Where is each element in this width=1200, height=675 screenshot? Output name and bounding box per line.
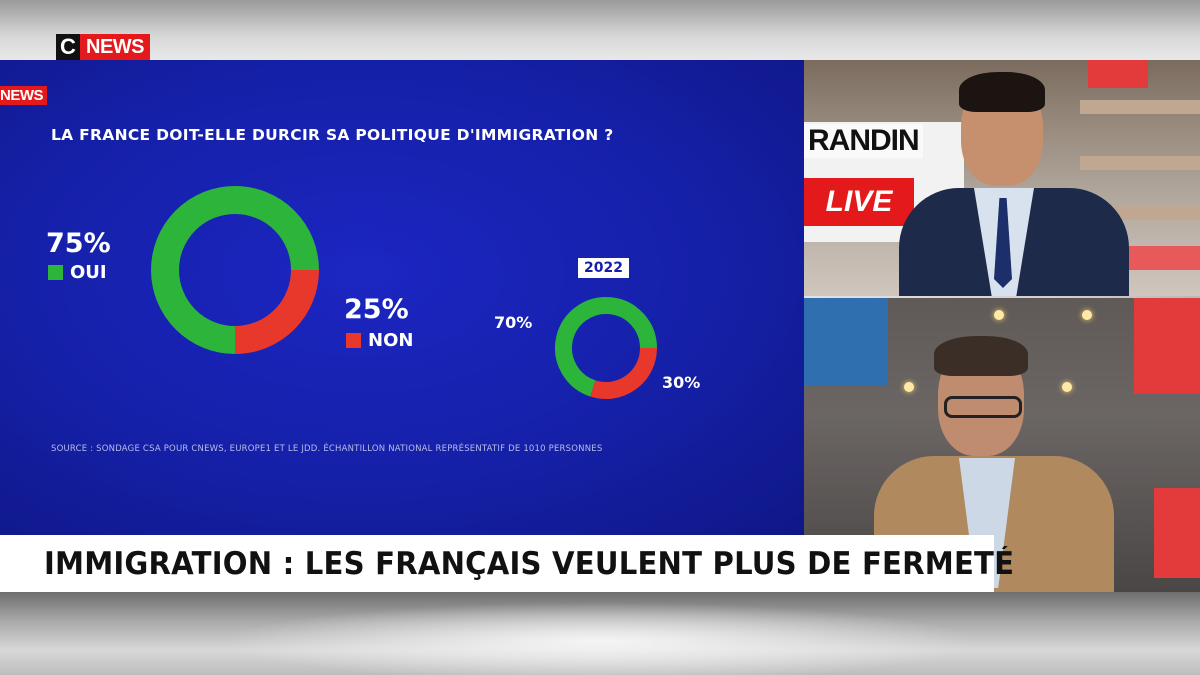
main-donut-chart: [151, 186, 319, 354]
donut-slice-oui: [151, 186, 319, 354]
set-red-panel: [1134, 298, 1200, 394]
headline-banner: IMMIGRATION : LES FRANÇAIS VEULENT PLUS …: [0, 535, 1014, 592]
logo-news: NEWS: [80, 34, 150, 60]
panel-news-tag: NEWS: [0, 86, 47, 105]
poll-source-note: SOURCE : SONDAGE CSA POUR CNEWS, EUROPE1…: [51, 444, 603, 454]
donut-slice-non: [234, 269, 319, 354]
background-top: [0, 0, 1200, 62]
donut-slice-non: [590, 347, 657, 399]
channel-logo: C NEWS: [56, 34, 150, 60]
background-bottom: [0, 592, 1200, 675]
set-lamp: [1062, 382, 1072, 392]
set-red-panel: [1088, 60, 1148, 88]
legend-non-swatch: [346, 333, 361, 348]
oui-value-label: 75%: [46, 228, 111, 259]
donut-slice-oui: [555, 297, 657, 397]
logo-c: C: [56, 34, 80, 60]
oui-2022-value-label: 70%: [494, 313, 533, 332]
live-sign-label: LIVE: [825, 185, 893, 218]
set-red-panel: [1124, 246, 1200, 270]
live-sign: LIVE: [804, 178, 914, 226]
legend-non: NON: [346, 330, 413, 351]
guest-1-tie: [994, 198, 1012, 288]
set-red-panel: [1154, 488, 1200, 578]
set-shelf: [1080, 156, 1200, 170]
poll-graphic-panel: NEWS LA FRANCE DOIT-ELLE DURCIR SA POLIT…: [0, 60, 804, 535]
set-blue-panel: [804, 298, 888, 386]
set-shelf: [1080, 100, 1200, 114]
legend-oui: OUI: [48, 262, 107, 283]
legend-oui-swatch: [48, 265, 63, 280]
guest-1-hair: [959, 72, 1045, 112]
legend-non-label: NON: [368, 330, 414, 351]
donut-chart-2022: [555, 297, 657, 399]
guest-2-hair: [934, 336, 1028, 376]
guest-2-glasses: [944, 396, 1022, 418]
headline-text: IMMIGRATION : LES FRANÇAIS VEULENT PLUS …: [44, 545, 1015, 582]
year-2022-badge: 2022: [578, 258, 629, 278]
non-value-label: 25%: [344, 294, 409, 325]
legend-oui-label: OUI: [70, 262, 107, 283]
studio-screen-text: RANDIN: [804, 124, 923, 158]
non-2022-value-label: 30%: [662, 373, 701, 392]
set-lamp: [1082, 310, 1092, 320]
set-lamp: [994, 310, 1004, 320]
chart-title: LA FRANCE DOIT-ELLE DURCIR SA POLITIQUE …: [51, 126, 614, 144]
video-pane-top-guest: RANDIN LIVE: [804, 60, 1200, 296]
set-lamp: [904, 382, 914, 392]
